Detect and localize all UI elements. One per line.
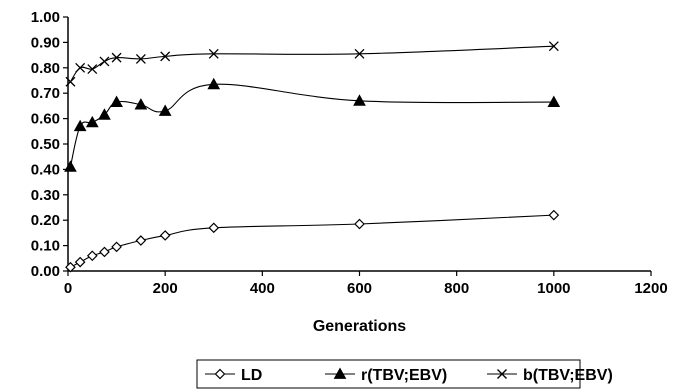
x-tick-label: 0 [64, 280, 72, 297]
series-line [69, 45, 554, 83]
legend-diamond-marker [214, 368, 226, 380]
series-layer [64, 41, 561, 273]
y-tick-label: 0.60 [31, 111, 60, 128]
diamond-marker [135, 235, 147, 246]
legend: LD r(TBV;EBV) b(TBV;EBV) [196, 359, 613, 389]
series-0 [65, 209, 560, 273]
x-axis-title: Generations [313, 318, 406, 335]
diamond-marker [99, 246, 110, 258]
y-tick-label: 0.70 [31, 85, 60, 102]
y-tick-label: 0.50 [31, 136, 60, 153]
x-marker [87, 64, 98, 75]
x-marker [99, 56, 110, 67]
x-marker [354, 48, 365, 59]
triangle-marker [353, 94, 366, 106]
triangle-marker [98, 108, 111, 120]
series-1 [64, 77, 561, 172]
x-axis-tick-labels: 0 200 400 600 800 1000 1200 [64, 271, 668, 297]
legend-x-marker [497, 369, 507, 379]
series-2 [65, 41, 559, 87]
diamond-marker [548, 209, 560, 221]
y-tick-label: 0.40 [31, 161, 60, 178]
y-tick-label: 0.00 [31, 263, 60, 280]
x-tick-label: 400 [250, 280, 275, 297]
y-tick-label: 0.30 [31, 187, 60, 204]
axes [67, 17, 651, 272]
x-tick-label: 600 [347, 280, 372, 297]
triangle-marker [158, 104, 172, 116]
triangle-marker [134, 98, 148, 110]
legend-item: r(TBV;EBV) [325, 367, 447, 384]
triangle-marker [207, 77, 221, 90]
x-marker [65, 76, 76, 87]
diamond-marker [86, 250, 98, 262]
diamond-marker [159, 230, 171, 241]
x-marker [135, 53, 146, 64]
x-marker [75, 62, 86, 73]
y-tick-label: 0.90 [31, 34, 60, 51]
y-tick-label: 0.20 [31, 212, 60, 229]
triangle-marker [110, 95, 123, 107]
diamond-marker [111, 241, 122, 253]
diamond-marker [65, 261, 76, 273]
y-tick-label: 0.80 [31, 60, 60, 77]
x-marker [160, 51, 171, 62]
y-axis-tick-labels: 0.00 0.10 0.20 0.30 0.40 0.50 0.60 0.70 0.80 0.90… [31, 9, 68, 280]
legend-item: LD [205, 367, 262, 384]
x-marker [111, 52, 122, 63]
triangle-marker [85, 115, 99, 128]
x-tick-label: 1000 [537, 280, 570, 297]
diamond-marker [74, 256, 86, 268]
series-line [69, 83, 554, 167]
x-tick-label: 800 [444, 280, 469, 297]
x-tick-label: 1200 [634, 280, 667, 297]
x-marker [548, 41, 559, 52]
legend-label: LD [241, 367, 262, 384]
triangle-marker [547, 95, 561, 107]
legend-label: r(TBV;EBV) [361, 367, 447, 384]
diamond-marker [208, 222, 220, 234]
legend-item: b(TBV;EBV) [487, 367, 613, 384]
y-tick-label: 1.00 [31, 9, 60, 26]
triangle-marker [64, 160, 77, 172]
legend-triangle-marker [333, 367, 347, 379]
triangle-marker [73, 119, 87, 132]
diamond-marker [354, 218, 365, 230]
x-marker [208, 48, 219, 59]
x-tick-label: 200 [153, 280, 178, 297]
y-tick-label: 0.10 [31, 238, 60, 255]
legend-label: b(TBV;EBV) [523, 367, 613, 384]
